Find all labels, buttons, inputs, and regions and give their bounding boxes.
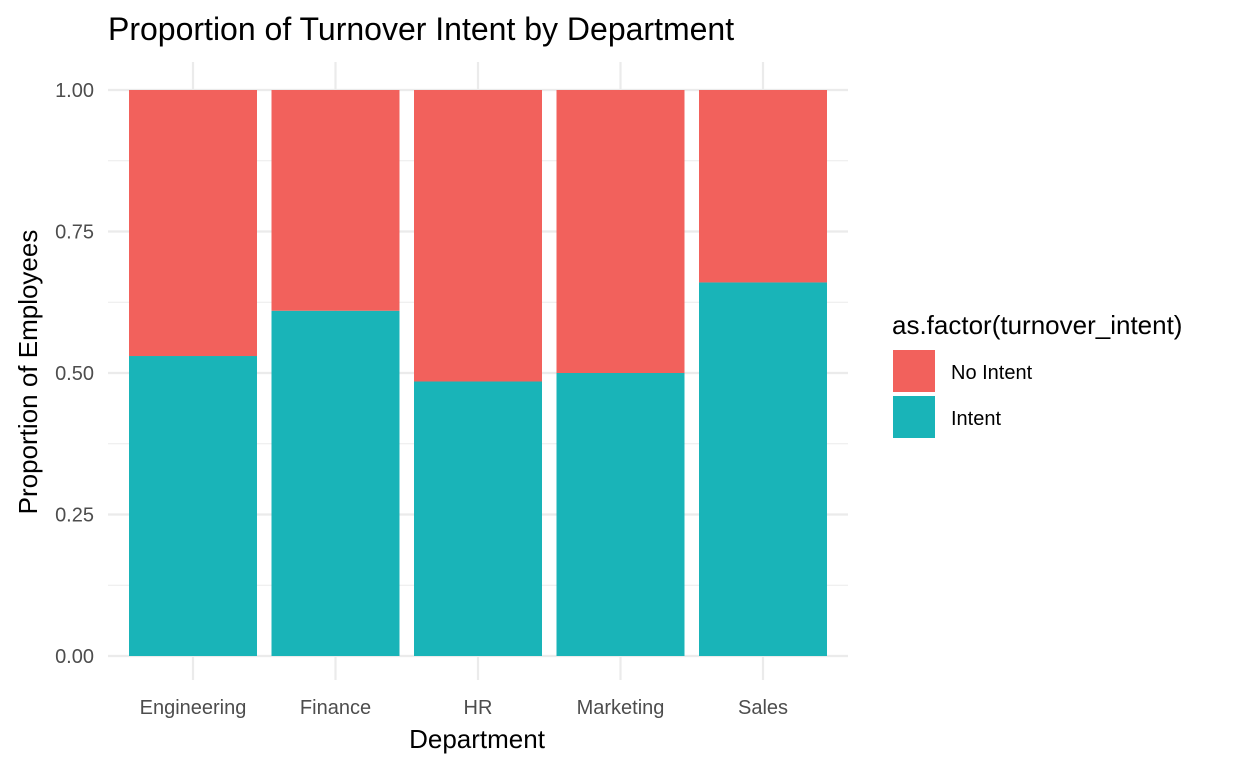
x-tick-label: Finance [300,697,371,719]
y-axis-title: Proportion of Employees [13,230,43,515]
bar-intent-hr [414,381,542,656]
x-axis-ticks: Engineering Finance HR Marketing Sales [140,697,788,719]
bar-no-intent-finance [271,90,400,311]
x-tick-label: HR [464,697,493,719]
x-axis-title: Department [409,724,546,754]
bar-intent-engineering [129,356,257,656]
y-axis-ticks: 0.00 0.25 0.50 0.75 1.00 [55,80,94,668]
bars [129,90,827,656]
bar-intent-sales [699,282,827,656]
legend-label-intent: Intent [951,408,1001,430]
y-tick-label: 0.50 [55,363,94,385]
bar-no-intent-sales [699,90,827,283]
y-tick-label: 0.75 [55,222,94,244]
legend-swatch-intent [893,396,935,438]
bar-intent-marketing [556,373,685,656]
legend-title: as.factor(turnover_intent) [892,310,1182,340]
bar-no-intent-hr [414,90,542,382]
bar-intent-finance [271,310,400,656]
chart-title: Proportion of Turnover Intent by Departm… [108,11,734,47]
y-tick-label: 0.00 [55,646,94,668]
bar-no-intent-engineering [129,90,257,357]
bar-no-intent-marketing [556,90,685,373]
legend-label-no-intent: No Intent [951,362,1033,384]
y-tick-label: 0.25 [55,505,94,527]
x-tick-label: Sales [738,697,788,719]
legend: as.factor(turnover_intent) No Intent Inte… [892,310,1182,438]
x-tick-label: Marketing [577,697,665,719]
y-tick-label: 1.00 [55,80,94,102]
x-tick-label: Engineering [140,697,247,719]
legend-swatch-no-intent [893,350,935,392]
